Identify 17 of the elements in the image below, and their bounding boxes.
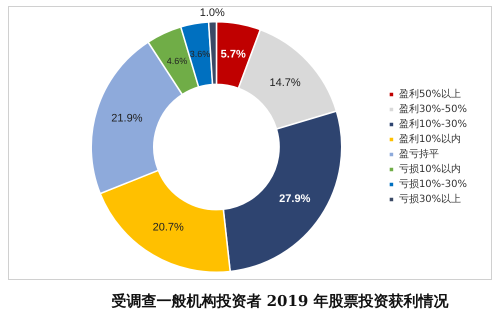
- legend-label: 盈利10%-30%: [398, 118, 467, 130]
- legend-label: 亏损10%以内: [398, 163, 462, 176]
- data-label: 21.9%: [111, 112, 143, 125]
- text: 受调查一般机构投资者 2019 年股票投资获利情况: [110, 292, 450, 311]
- data-label: 1.0%: [200, 6, 226, 19]
- data-label: 20.7%: [152, 222, 184, 234]
- data-label: 14.7%: [269, 76, 301, 89]
- data-label: 27.9%: [279, 192, 311, 205]
- legend-label: 亏损30%以上: [398, 193, 462, 206]
- legend-label: 盈利50%以上: [398, 88, 462, 100]
- data-label: 5.7%: [220, 48, 246, 61]
- data-label: 4.6%: [166, 56, 188, 66]
- legend-label: 亏损10%-30%: [398, 178, 467, 190]
- legend-label: 盈利30%-50%: [398, 103, 467, 116]
- legend-label: 盈利10%以内: [398, 133, 462, 146]
- legend-label: 盈亏持平: [398, 148, 439, 160]
- data-label: 3.6%: [190, 48, 210, 59]
